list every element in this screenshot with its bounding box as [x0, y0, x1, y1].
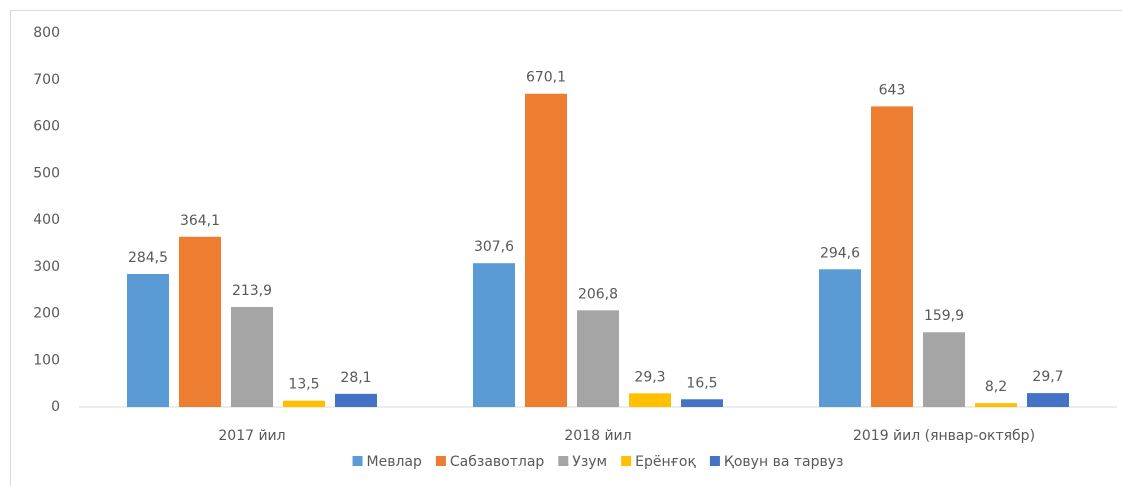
legend-swatch: [558, 456, 569, 466]
data-label: 28,1: [340, 370, 371, 386]
data-label: 16,5: [686, 375, 717, 391]
y-tick-label: 600: [33, 119, 60, 135]
y-tick-label: 400: [33, 212, 60, 228]
y-tick-label: 200: [33, 306, 60, 322]
bar: [923, 332, 965, 407]
bar: [871, 106, 913, 408]
y-tick-label: 300: [33, 259, 60, 275]
bar: [179, 236, 221, 407]
data-label: 643: [879, 82, 906, 98]
bar: [681, 399, 723, 407]
data-label: 670,1: [526, 70, 566, 86]
data-label: 284,5: [128, 250, 168, 266]
data-label: 307,6: [474, 239, 514, 255]
bar: [1027, 393, 1069, 407]
y-tick-label: 100: [33, 352, 60, 368]
bar: [283, 400, 325, 407]
bar: [473, 263, 515, 407]
bar: [819, 269, 861, 407]
bar: [231, 307, 273, 407]
data-label: 206,8: [578, 286, 618, 302]
x-tick-label: 2017 йил: [218, 428, 285, 444]
bar: [127, 273, 169, 407]
y-tick-label: 800: [33, 25, 60, 41]
legend-swatch: [435, 456, 446, 466]
legend-swatch: [709, 456, 720, 466]
bar: [525, 93, 567, 408]
y-tick-label: 700: [33, 72, 60, 88]
bar: [577, 310, 619, 407]
data-label: 29,7: [1032, 369, 1063, 385]
legend-swatch: [352, 456, 363, 466]
bar: [975, 403, 1017, 407]
data-label: 29,3: [634, 369, 665, 385]
legend-swatch: [621, 456, 632, 466]
legend-label: Қовун ва тарвуз: [724, 454, 844, 470]
bar: [629, 393, 671, 407]
legend-label: Ерёнғоқ: [635, 454, 696, 470]
legend-label: Узум: [572, 454, 607, 470]
y-tick-label: 0: [51, 399, 60, 415]
data-label: 364,1: [180, 213, 220, 229]
legend-label: Мевлар: [367, 454, 422, 470]
data-label: 213,9: [232, 283, 272, 299]
x-tick-label: 2018 йил: [564, 428, 631, 444]
legend-label: Сабзавотлар: [450, 454, 545, 470]
data-label: 13,5: [288, 377, 319, 393]
x-tick-label: 2019 йил (январ-октябр): [853, 428, 1035, 444]
data-label: 8,2: [985, 379, 1007, 395]
data-label: 294,6: [820, 245, 860, 261]
y-tick-label: 500: [33, 165, 60, 181]
data-label: 159,9: [924, 308, 964, 324]
bar: [335, 393, 377, 407]
